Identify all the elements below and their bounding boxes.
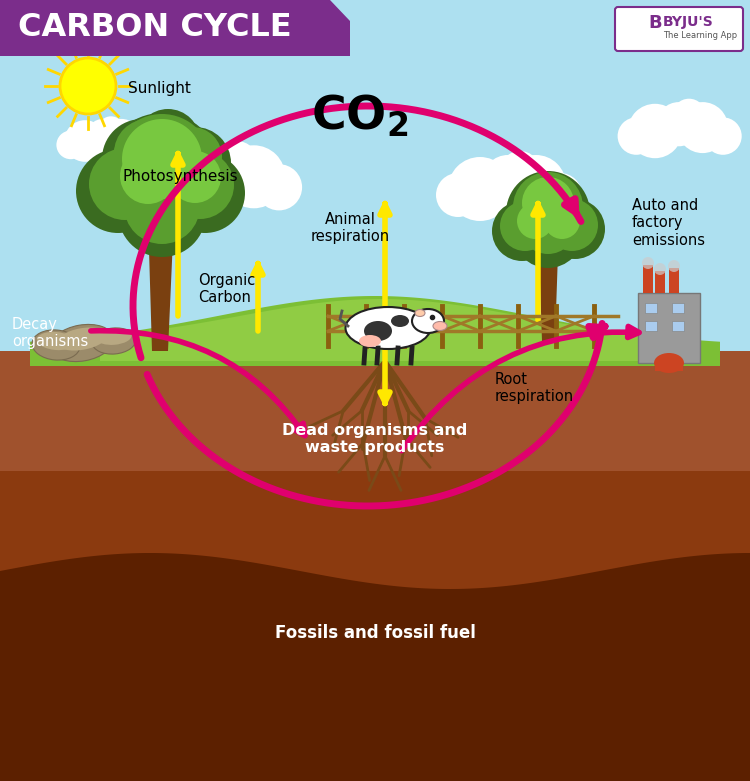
Ellipse shape xyxy=(97,329,131,345)
Circle shape xyxy=(60,58,116,114)
Circle shape xyxy=(654,263,666,275)
Circle shape xyxy=(216,141,258,183)
Polygon shape xyxy=(162,221,210,253)
Circle shape xyxy=(642,257,654,269)
Ellipse shape xyxy=(50,324,114,362)
Circle shape xyxy=(104,113,220,229)
Polygon shape xyxy=(30,296,720,366)
Circle shape xyxy=(162,127,222,187)
Text: Dead organisms and
waste products: Dead organisms and waste products xyxy=(282,423,468,455)
Circle shape xyxy=(159,127,231,199)
Circle shape xyxy=(544,203,580,239)
Ellipse shape xyxy=(359,335,381,347)
Polygon shape xyxy=(100,299,660,361)
Polygon shape xyxy=(0,471,750,781)
Circle shape xyxy=(628,104,682,159)
Polygon shape xyxy=(643,265,653,293)
Circle shape xyxy=(448,157,512,221)
Circle shape xyxy=(704,117,742,155)
Ellipse shape xyxy=(654,353,684,373)
Text: Auto and
factory
emissions: Auto and factory emissions xyxy=(632,198,705,248)
Circle shape xyxy=(657,102,701,146)
Ellipse shape xyxy=(346,307,430,349)
Ellipse shape xyxy=(37,332,75,350)
Ellipse shape xyxy=(32,330,80,360)
Circle shape xyxy=(436,173,480,217)
Circle shape xyxy=(517,203,553,239)
Text: Photosynthesis: Photosynthesis xyxy=(122,169,238,184)
Circle shape xyxy=(112,114,212,214)
Text: B: B xyxy=(648,14,662,32)
Circle shape xyxy=(161,148,229,215)
Text: CARBON CYCLE: CARBON CYCLE xyxy=(18,12,292,44)
Bar xyxy=(672,303,684,313)
Circle shape xyxy=(76,149,160,233)
Bar xyxy=(645,321,657,331)
Polygon shape xyxy=(638,293,700,363)
Circle shape xyxy=(677,102,728,153)
Text: BYJU'S: BYJU'S xyxy=(663,15,714,29)
Circle shape xyxy=(122,119,202,199)
Circle shape xyxy=(86,119,120,153)
Circle shape xyxy=(222,145,285,209)
Text: The Learning App: The Learning App xyxy=(663,30,737,40)
Circle shape xyxy=(64,120,106,162)
Circle shape xyxy=(668,260,680,272)
Ellipse shape xyxy=(415,309,425,316)
Circle shape xyxy=(538,173,582,217)
Circle shape xyxy=(500,151,540,191)
Ellipse shape xyxy=(364,321,392,341)
Text: $\mathbf{CO_2}$: $\mathbf{CO_2}$ xyxy=(311,93,409,139)
Ellipse shape xyxy=(92,328,136,354)
Text: Sunlight: Sunlight xyxy=(128,81,190,97)
Circle shape xyxy=(520,198,576,254)
FancyBboxPatch shape xyxy=(615,7,743,51)
Circle shape xyxy=(169,151,221,203)
Polygon shape xyxy=(148,216,174,351)
Bar xyxy=(645,303,657,313)
Text: Root
respiration: Root respiration xyxy=(495,372,574,405)
Circle shape xyxy=(102,119,141,158)
Circle shape xyxy=(513,172,583,242)
Circle shape xyxy=(120,148,176,204)
Polygon shape xyxy=(0,553,750,781)
Circle shape xyxy=(124,168,200,244)
Circle shape xyxy=(617,117,655,155)
Circle shape xyxy=(197,145,252,200)
Text: Fossils and fossil fuel: Fossils and fossil fuel xyxy=(274,624,476,642)
Text: Organic
Carbon: Organic Carbon xyxy=(198,273,255,305)
Circle shape xyxy=(89,148,161,220)
Circle shape xyxy=(114,119,182,187)
Polygon shape xyxy=(539,253,558,341)
Circle shape xyxy=(546,199,598,251)
Text: Decay
organisms: Decay organisms xyxy=(12,317,88,349)
Circle shape xyxy=(118,169,206,257)
Circle shape xyxy=(500,201,550,251)
Ellipse shape xyxy=(412,309,444,333)
Circle shape xyxy=(166,151,234,219)
Polygon shape xyxy=(655,363,683,371)
Circle shape xyxy=(522,177,574,229)
Polygon shape xyxy=(655,271,665,293)
Circle shape xyxy=(506,171,590,255)
Circle shape xyxy=(545,199,605,259)
Ellipse shape xyxy=(391,315,409,327)
Circle shape xyxy=(123,130,152,159)
Text: Animal
respiration: Animal respiration xyxy=(310,212,389,244)
Polygon shape xyxy=(0,351,750,781)
Ellipse shape xyxy=(433,322,447,330)
Polygon shape xyxy=(0,0,350,56)
Circle shape xyxy=(136,109,200,173)
Bar xyxy=(672,321,684,331)
Circle shape xyxy=(513,198,583,268)
Circle shape xyxy=(256,164,302,210)
Circle shape xyxy=(492,201,552,261)
Circle shape xyxy=(165,153,245,233)
Circle shape xyxy=(102,119,182,199)
Ellipse shape xyxy=(57,327,107,351)
Polygon shape xyxy=(669,268,679,293)
Circle shape xyxy=(148,164,195,210)
Circle shape xyxy=(672,98,706,133)
Circle shape xyxy=(98,116,124,142)
